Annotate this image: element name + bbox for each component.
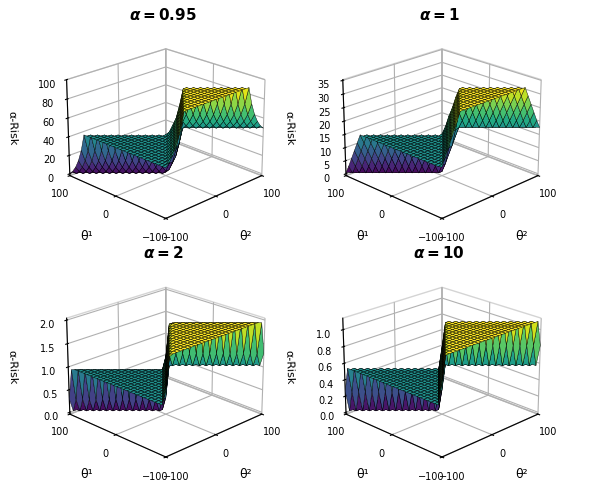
Y-axis label: θ¹: θ¹: [356, 230, 369, 243]
X-axis label: θ²: θ²: [515, 230, 528, 243]
X-axis label: θ²: θ²: [239, 469, 252, 482]
Title: $\boldsymbol{\alpha = }$$\boldsymbol{10}$: $\boldsymbol{\alpha = }$$\boldsymbol{10}…: [413, 245, 465, 261]
Y-axis label: θ¹: θ¹: [80, 469, 93, 482]
Y-axis label: θ¹: θ¹: [356, 469, 369, 482]
Title: $\boldsymbol{\alpha = }$$\boldsymbol{2}$: $\boldsymbol{\alpha = }$$\boldsymbol{2}$: [143, 245, 183, 261]
X-axis label: θ²: θ²: [515, 469, 528, 482]
Title: $\boldsymbol{\alpha = }$$\boldsymbol{0.95}$: $\boldsymbol{\alpha = }$$\boldsymbol{0.9…: [129, 7, 197, 23]
Y-axis label: θ¹: θ¹: [80, 230, 93, 243]
Title: $\boldsymbol{\alpha = }$$\boldsymbol{1}$: $\boldsymbol{\alpha = }$$\boldsymbol{1}$: [419, 7, 459, 23]
X-axis label: θ²: θ²: [239, 230, 252, 243]
